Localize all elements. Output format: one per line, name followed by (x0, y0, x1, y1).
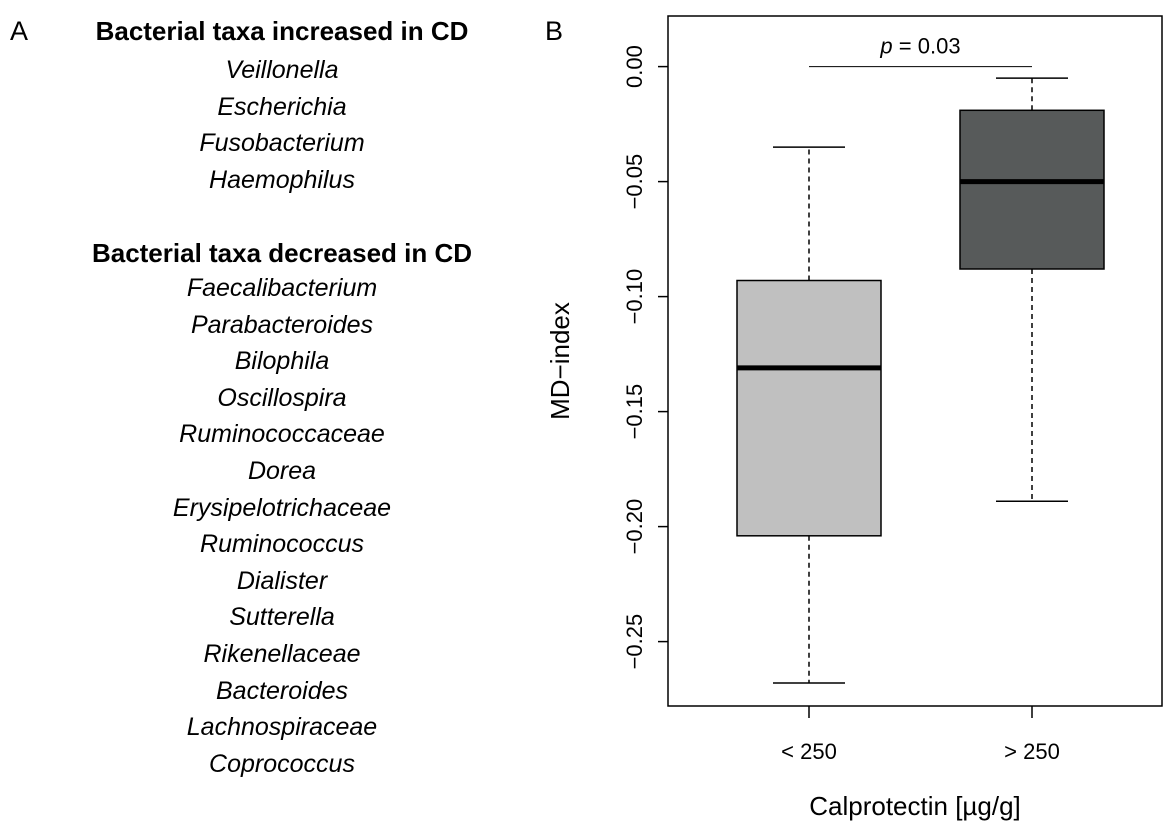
taxon-item: Dialister (236, 566, 328, 595)
y-tick-label: 0.00 (622, 45, 647, 88)
taxon-item: Sutterella (229, 603, 335, 632)
decreased-taxa-list: Faecalibacterium Parabacteroides Bilophila… (52, 270, 512, 782)
x-axis-title: Calprotectin [µg/g] (809, 791, 1021, 821)
y-tick-label: −0.10 (622, 269, 647, 325)
taxon-item: Coprococcus (209, 749, 355, 778)
taxon-item: Oscillospira (217, 383, 347, 412)
increased-taxa-list: Veillonella Escherichia Fusobacterium Haemo… (52, 52, 512, 198)
taxon-item: Bacteroides (215, 676, 349, 705)
p-symbol: p (879, 34, 892, 59)
plot-frame (667, 15, 1163, 707)
taxon-item: Rikenellaceae (203, 639, 361, 668)
taxon-item: Erysipelotrichaceae (172, 493, 392, 522)
p-value: = 0.03 (893, 34, 961, 59)
y-tick-label: −0.15 (622, 384, 647, 440)
x-tick-label: > 250 (1004, 739, 1060, 764)
y-tick-label: −0.05 (622, 154, 647, 210)
box (959, 109, 1105, 270)
taxon-item: Lachnospiraceae (186, 713, 378, 742)
panel-a-letter: A (10, 16, 29, 46)
panel-b-letter: B (545, 16, 564, 46)
taxon-item: Haemophilus (209, 165, 355, 194)
taxon-item: Ruminococcus (200, 530, 364, 559)
taxon-item: Fusobacterium (199, 129, 365, 158)
taxon-item: Faecalibacterium (186, 274, 378, 302)
increased-taxa-heading: Bacterial taxa increased in CD (95, 16, 469, 46)
decreased-taxa-heading: Bacterial taxa decreased in CD (91, 238, 473, 268)
p-value-label: p = 0.03 (879, 34, 960, 59)
taxon-item: Ruminococcaceae (179, 420, 385, 449)
y-tick-label: −0.25 (622, 614, 647, 670)
y-tick-label: −0.20 (622, 499, 647, 555)
taxon-item: Escherichia (217, 92, 347, 121)
taxon-item: Parabacteroides (190, 310, 374, 339)
taxon-item: Dorea (247, 456, 317, 485)
box (736, 279, 882, 537)
taxon-item: Bilophila (234, 347, 330, 376)
x-tick-label: < 250 (781, 739, 837, 764)
taxon-item: Veillonella (225, 56, 339, 84)
y-axis-title: MD−index (545, 302, 575, 420)
